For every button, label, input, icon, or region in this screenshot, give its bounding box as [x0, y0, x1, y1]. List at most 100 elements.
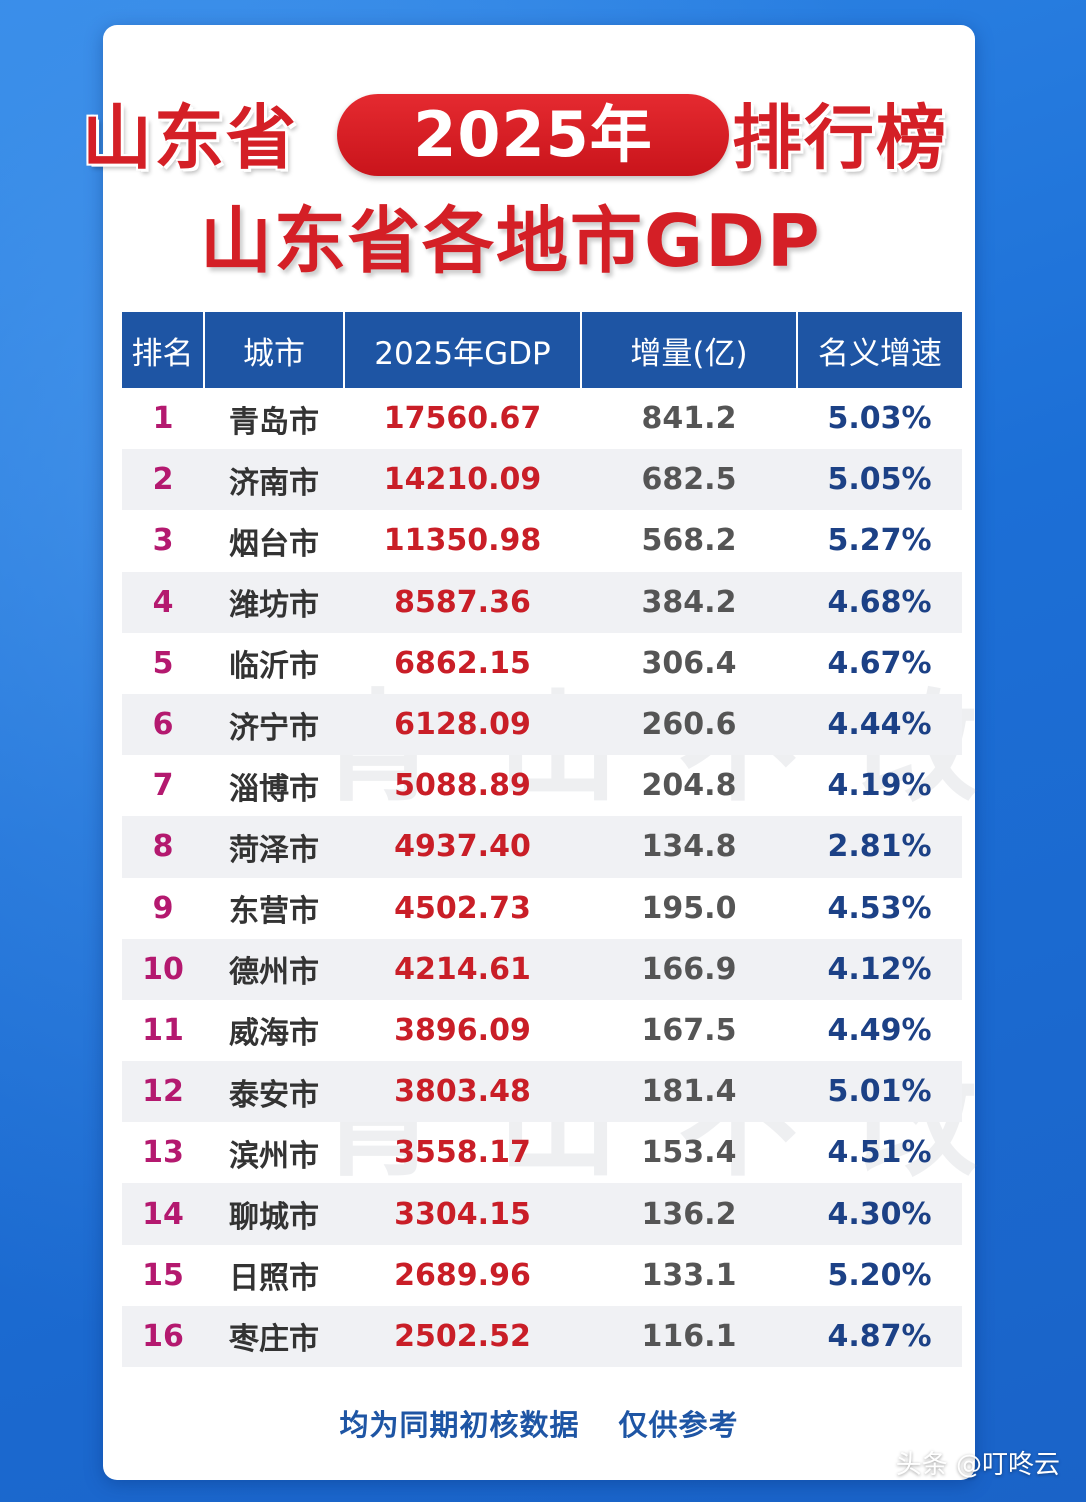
cell-city: 泰安市	[204, 1061, 344, 1123]
cell-increment: 134.8	[581, 816, 797, 878]
cell-growth-rate: 4.68%	[797, 571, 962, 633]
table-row: 11 威海市 3896.09 167.5 4.49%	[122, 1000, 962, 1061]
title-ranking: 排行榜	[732, 97, 948, 179]
cell-gdp: 4937.40	[344, 816, 581, 878]
cell-gdp: 3896.09	[394, 1012, 531, 1048]
cell-increment: 136.2	[581, 1183, 797, 1245]
cell-rank: 3	[152, 523, 174, 559]
cell-city: 德州市	[204, 938, 344, 1000]
header-growth-rate: 名义增速	[797, 312, 962, 388]
page-subtitle: 山东省各地市GDP	[200, 199, 822, 283]
table-row: 15 日照市 2689.96 133.1 5.20%	[122, 1245, 962, 1306]
cell-city: 菏泽市	[204, 816, 344, 878]
cell-gdp: 6862.15	[394, 645, 531, 681]
cell-gdp: 14210.09	[344, 449, 581, 511]
cell-increment: 568.2	[641, 523, 737, 559]
cell-city: 青岛市	[229, 404, 319, 440]
title-province: 山东省	[82, 97, 298, 179]
cell-city: 济南市	[204, 449, 344, 511]
cell-increment: 841.2	[641, 401, 737, 437]
cell-city: 威海市	[229, 1016, 319, 1052]
table-row: 5 临沂市 6862.15 306.4 4.67%	[122, 633, 962, 694]
cell-increment: 167.5	[641, 1012, 737, 1048]
table-row: 16 枣庄市 2502.52 116.1 4.87%	[122, 1305, 962, 1367]
cell-gdp: 6128.09	[344, 693, 581, 756]
cell-rank: 15	[142, 1257, 184, 1293]
cell-growth-rate: 4.44%	[797, 693, 962, 756]
table-body: 1 青岛市 17560.67 841.2 5.03% 2 济南市 14210.09 682.5 5…	[122, 388, 962, 1367]
cell-rank: 5	[152, 645, 174, 681]
cell-growth-rate: 4.49%	[827, 1012, 932, 1048]
header-rank: 排名	[122, 312, 205, 388]
cell-city: 潍坊市	[204, 571, 344, 633]
cell-increment: 195.0	[641, 890, 737, 926]
cell-gdp: 3803.48	[344, 1061, 581, 1123]
cell-rank: 11	[142, 1012, 184, 1048]
cell-rank: 1	[152, 401, 174, 437]
cell-gdp: 4214.61	[344, 938, 581, 1000]
cell-rank: 10	[122, 938, 204, 1000]
table-row: 3 烟台市 11350.98 568.2 5.27%	[122, 510, 962, 571]
cell-rank: 7	[152, 768, 174, 804]
table-row: 1 青岛市 17560.67 841.2 5.03%	[122, 388, 962, 449]
cell-gdp: 11350.98	[383, 523, 542, 559]
cell-city: 临沂市	[229, 649, 319, 685]
cell-growth-rate: 4.19%	[827, 768, 932, 804]
header-gdp: 2025年GDP	[344, 312, 582, 388]
table-row: 4 潍坊市 8587.36 384.2 4.68%	[122, 571, 962, 633]
cell-growth-rate: 5.27%	[827, 523, 932, 559]
cell-gdp: 8587.36	[344, 571, 581, 633]
table-row: 12 泰安市 3803.48 181.4 5.01%	[122, 1061, 962, 1123]
table-row: 6 济宁市 6128.09 260.6 4.44%	[122, 693, 962, 756]
cell-city: 聊城市	[204, 1183, 344, 1245]
cell-gdp: 4502.73	[394, 890, 531, 926]
cell-rank: 6	[122, 693, 204, 756]
cell-growth-rate: 4.67%	[827, 645, 932, 681]
cell-gdp: 2689.96	[394, 1257, 531, 1293]
cell-growth-rate: 4.53%	[827, 890, 932, 926]
table-row: 10 德州市 4214.61 166.9 4.12%	[122, 938, 962, 1000]
cell-rank: 8	[122, 816, 204, 878]
title-year-pill: 2025年	[337, 94, 729, 176]
table-row: 2 济南市 14210.09 682.5 5.05%	[122, 449, 962, 511]
cell-increment: 133.1	[641, 1257, 737, 1293]
cell-growth-rate: 5.20%	[827, 1257, 932, 1293]
cell-increment: 204.8	[641, 768, 737, 804]
footer-note: 均为同期初核数据 仅供参考	[339, 1408, 739, 1442]
cell-increment: 682.5	[581, 449, 797, 511]
table-row: 9 东营市 4502.73 195.0 4.53%	[122, 878, 962, 939]
cell-city: 日照市	[229, 1261, 319, 1297]
header-increment: 增量(亿)	[581, 312, 798, 388]
header-city: 城市	[204, 312, 345, 388]
cell-increment: 181.4	[581, 1061, 797, 1123]
cell-rank: 12	[122, 1061, 204, 1123]
table-row: 13 滨州市 3558.17 153.4 4.51%	[122, 1122, 962, 1183]
cell-growth-rate: 4.51%	[827, 1135, 932, 1171]
cell-city: 济宁市	[204, 693, 344, 756]
cell-city: 淄博市	[229, 771, 319, 807]
table-row: 14 聊城市 3304.15 136.2 4.30%	[122, 1183, 962, 1245]
source-watermark: 头条 @叮咚云	[895, 1450, 1060, 1480]
cell-rank: 13	[142, 1135, 184, 1171]
cell-growth-rate: 5.05%	[797, 449, 962, 511]
cell-growth-rate: 5.01%	[797, 1061, 962, 1123]
cell-gdp: 3558.17	[394, 1135, 531, 1171]
cell-rank: 4	[122, 571, 204, 633]
cell-rank: 9	[152, 890, 174, 926]
gdp-ranking-table: 排名 城市 2025年GDP 增量(亿) 名义增速 1 青岛市 17560.67 84…	[122, 312, 962, 1367]
title-banner: 山东省 2025年 排行榜	[82, 88, 962, 188]
cell-increment: 153.4	[641, 1135, 737, 1171]
cell-city: 东营市	[229, 894, 319, 930]
cell-increment: 116.1	[581, 1305, 797, 1367]
cell-gdp: 2502.52	[344, 1305, 581, 1367]
cell-gdp: 3304.15	[344, 1183, 581, 1245]
cell-increment: 384.2	[581, 571, 797, 633]
cell-growth-rate: 4.12%	[797, 938, 962, 1000]
cell-increment: 260.6	[581, 693, 797, 756]
cell-rank: 2	[122, 449, 204, 511]
table-row: 7 淄博市 5088.89 204.8 4.19%	[122, 755, 962, 816]
cell-gdp: 17560.67	[383, 401, 542, 437]
cell-growth-rate: 5.03%	[827, 401, 932, 437]
cell-growth-rate: 4.87%	[797, 1305, 962, 1367]
cell-gdp: 5088.89	[394, 768, 531, 804]
